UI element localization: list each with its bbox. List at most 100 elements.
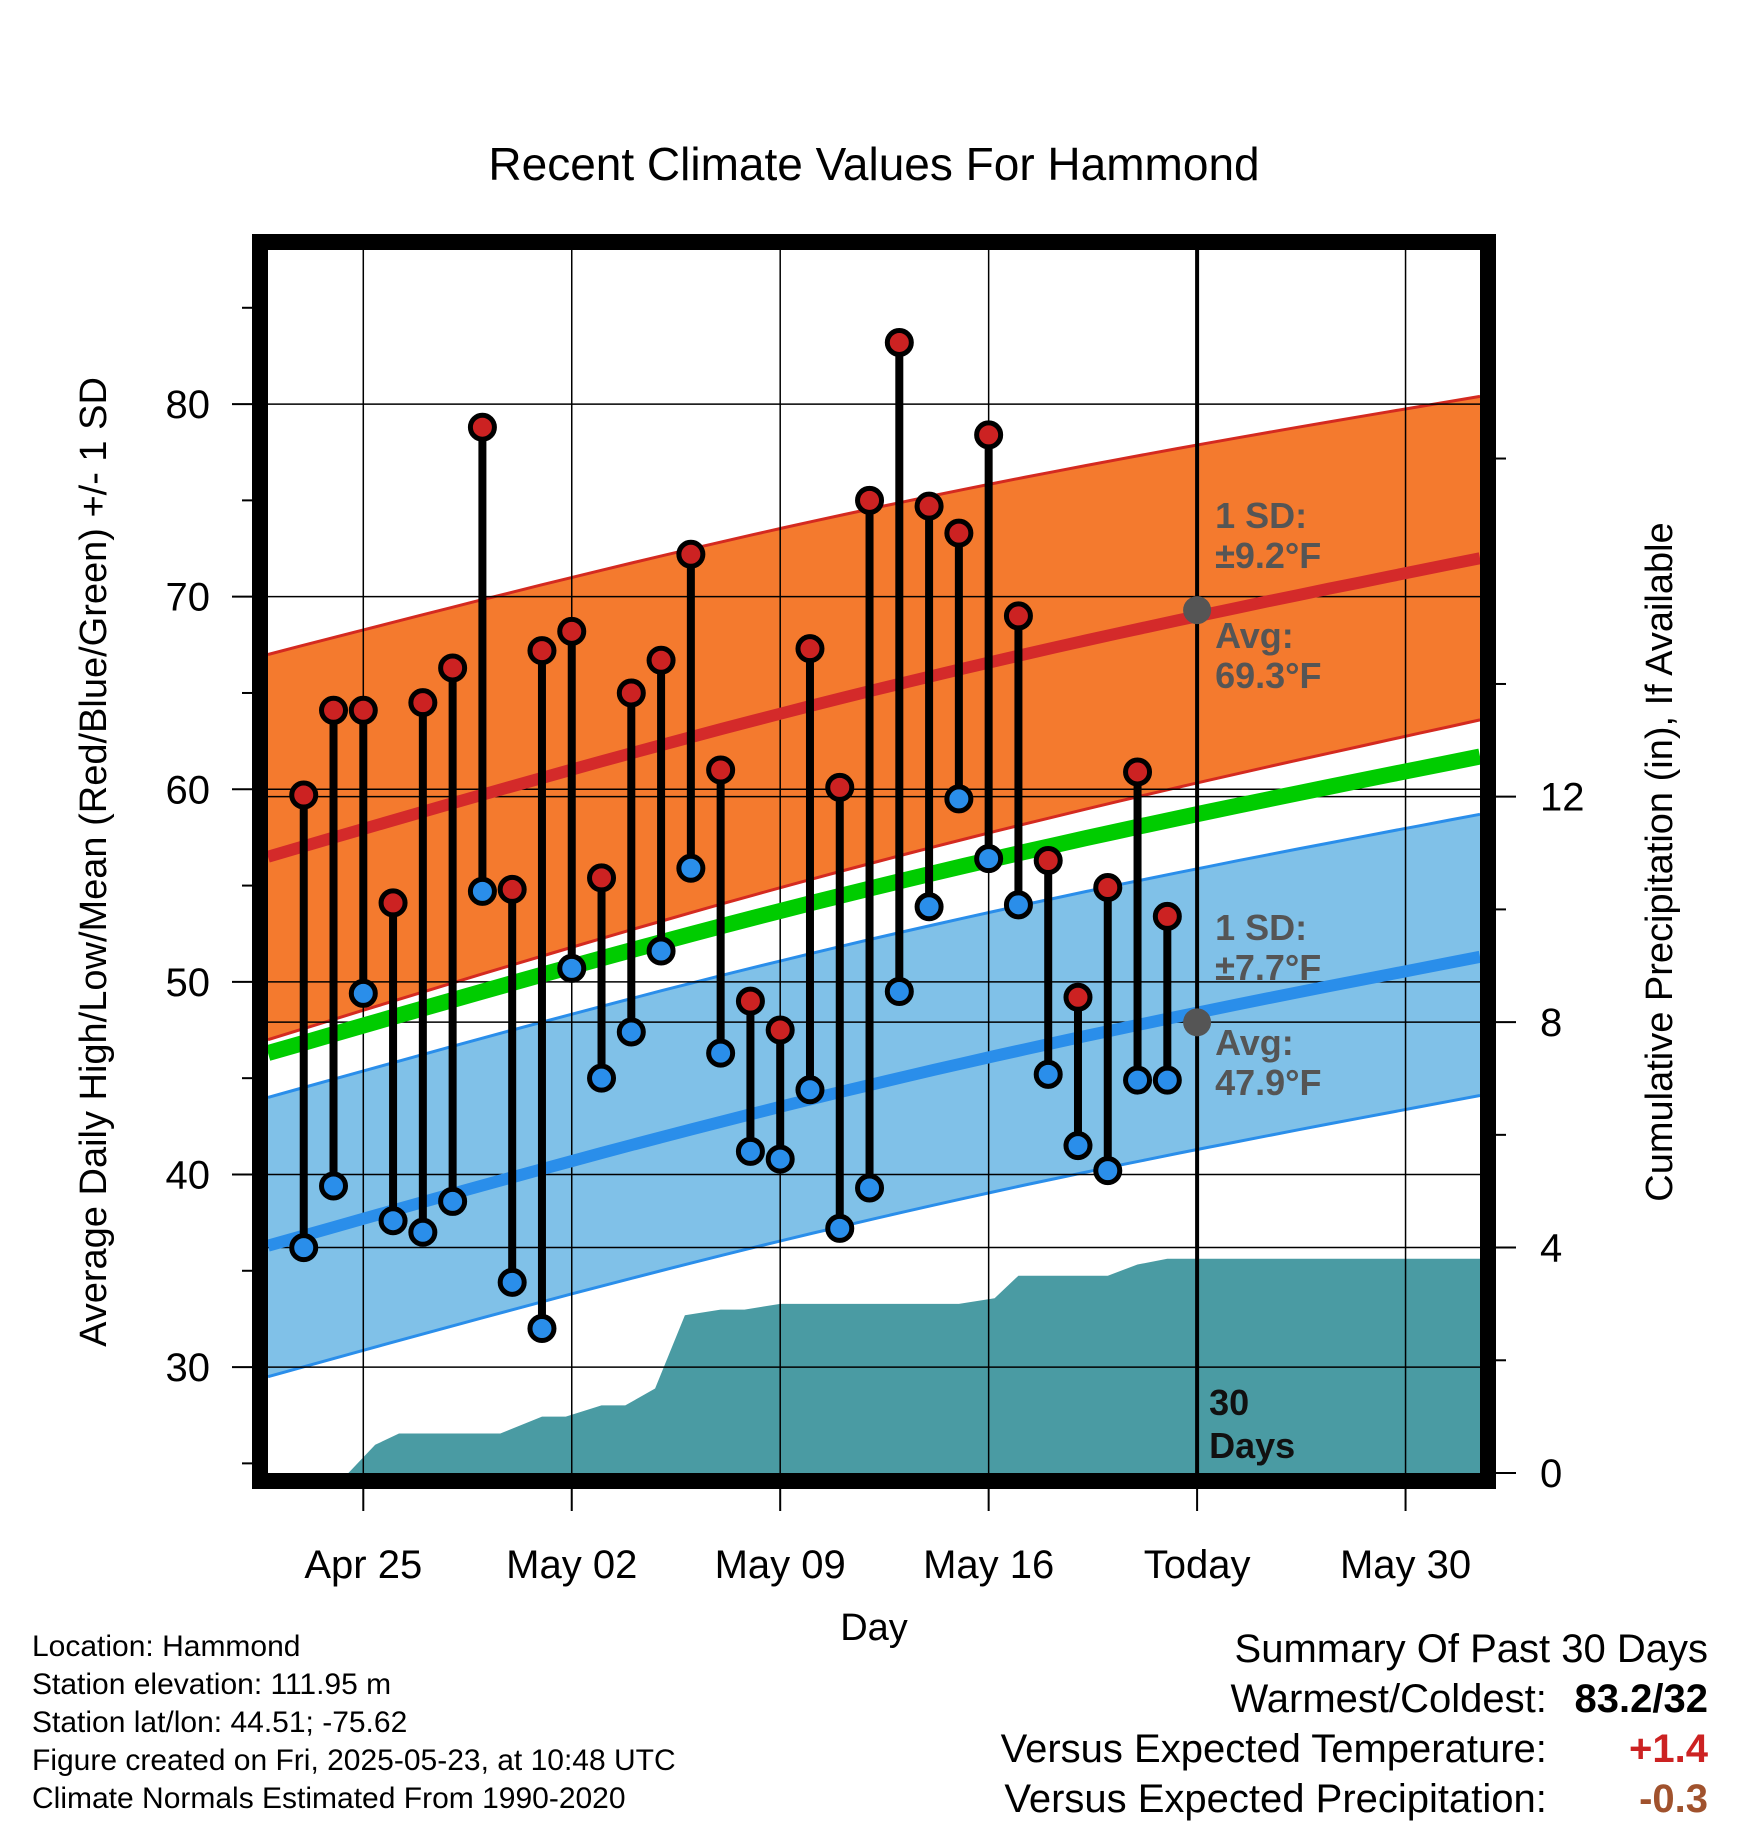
high-marker [1093, 873, 1123, 903]
low-marker [408, 1217, 438, 1247]
high-marker [557, 616, 587, 646]
y2-axis-title: Cumulative Precipitation (in), If Availa… [1639, 522, 1681, 1201]
low-avg-label: Avg: [1215, 1022, 1294, 1063]
y-tick-label: 80 [166, 383, 211, 427]
high-sd-label: 1 SD: [1215, 495, 1307, 536]
low-avg-value: 47.9°F [1215, 1062, 1321, 1103]
plot-frame [252, 234, 1496, 1489]
low-marker [676, 853, 706, 883]
high-sd-lower-line [267, 718, 1481, 1042]
y2-tick-label: 0 [1540, 1452, 1562, 1496]
today-low-avg-marker [1183, 1008, 1212, 1037]
low-marker [1003, 890, 1033, 920]
low-marker [735, 1136, 765, 1166]
summary-panel: Summary Of Past 30 Days Warmest/Coldest:… [1001, 1624, 1708, 1824]
summary-heading: Summary Of Past 30 Days [1234, 1627, 1708, 1671]
low-marker [1093, 1156, 1123, 1186]
low-marker [289, 1233, 319, 1263]
x-tick-label: May 16 [923, 1543, 1054, 1587]
high-marker [378, 888, 408, 918]
low-marker [467, 876, 497, 906]
low-sd-upper-line [267, 812, 1481, 1099]
low-marker [1063, 1131, 1093, 1161]
low-sd-value: ±7.7°F [1215, 947, 1321, 988]
y-axis-title: Average Daily High/Low/Mean (Red/Blue/Gr… [73, 377, 115, 1347]
y-tick-label: 30 [166, 1346, 211, 1390]
high-marker [676, 539, 706, 569]
y2-tick-label: 12 [1540, 776, 1585, 820]
high-avg-line [266, 552, 1482, 863]
low-marker [646, 936, 676, 966]
high-marker [1033, 846, 1063, 876]
high-marker [765, 1015, 795, 1045]
high-marker [438, 653, 468, 683]
high-marker [348, 695, 378, 725]
normals-text: Climate Normals Estimated From 1990-2020 [32, 1782, 626, 1815]
temp-label: Versus Expected Temperature: [1000, 1727, 1547, 1771]
high-avg-label: Avg: [1215, 615, 1294, 656]
low-marker [587, 1063, 617, 1093]
high-marker [1123, 757, 1153, 787]
low-sd-lower-line [267, 1094, 1481, 1379]
low-marker [855, 1173, 885, 1203]
station-info: Location: Hammond Station elevation: 111… [32, 1628, 676, 1818]
low-marker [944, 784, 974, 814]
days-word-label: Days [1209, 1425, 1295, 1466]
high-marker [974, 420, 1004, 450]
high-marker [289, 780, 319, 810]
low-marker [825, 1213, 855, 1243]
high-marker [616, 678, 646, 708]
high-marker [467, 412, 497, 442]
low-marker [914, 892, 944, 922]
low-marker [348, 978, 378, 1008]
latlon-text: Station lat/lon: 44.51; -75.62 [32, 1706, 408, 1739]
high-marker [587, 863, 617, 893]
x-tick-label: May 02 [506, 1543, 637, 1587]
y-tick-label: 50 [166, 961, 211, 1005]
low-marker [1123, 1065, 1153, 1095]
low-marker [497, 1267, 527, 1297]
high-avg-value: 69.3°F [1215, 655, 1321, 696]
low-marker [1152, 1065, 1182, 1095]
x-tick-label: Apr 25 [304, 1543, 422, 1587]
today-high-avg-marker [1183, 596, 1212, 625]
chart-title: Recent Climate Values For Hammond [488, 138, 1259, 190]
high-marker [408, 688, 438, 718]
low-marker [557, 953, 587, 983]
high-marker [497, 874, 527, 904]
x-axis-title: Day [840, 1607, 908, 1649]
low-avg-line [266, 950, 1482, 1252]
elevation-text: Station elevation: 111.95 m [32, 1668, 392, 1701]
high-marker [914, 491, 944, 521]
low-marker [616, 1017, 646, 1047]
location-text: Location: Hammond [32, 1630, 301, 1663]
high-marker [735, 986, 765, 1016]
precip-area [327, 1258, 1481, 1473]
y-tick-label: 70 [166, 576, 211, 620]
x-tick-label: Today [1144, 1543, 1251, 1587]
low-marker [884, 977, 914, 1007]
y2-tick-label: 8 [1540, 1001, 1562, 1045]
low-marker [1033, 1059, 1063, 1089]
high-marker [1152, 901, 1182, 931]
temp-row: Versus Expected Temperature: +1.4 [1001, 1724, 1708, 1774]
high-sd-value: ±9.2°F [1215, 535, 1321, 576]
days-count-label: 30 [1209, 1382, 1249, 1423]
mean-avg-line [265, 748, 1482, 1061]
low-marker [319, 1171, 349, 1201]
warm-cold-row: Warmest/Coldest: 83.2/32 [1001, 1674, 1709, 1724]
high-marker [825, 772, 855, 802]
warm-cold-label: Warmest/Coldest: [1230, 1677, 1547, 1721]
low-marker [527, 1314, 557, 1344]
low-marker [438, 1186, 468, 1216]
high-marker [527, 636, 557, 666]
precip-value: -0.3 [1639, 1777, 1708, 1821]
high-marker [646, 645, 676, 675]
high-marker [319, 695, 349, 725]
temp-value: +1.4 [1629, 1727, 1708, 1771]
x-tick-label: May 30 [1340, 1543, 1471, 1587]
high-marker [884, 327, 914, 357]
warm-cold-value: 83.2/32 [1574, 1677, 1708, 1721]
y-tick-label: 40 [166, 1153, 211, 1197]
